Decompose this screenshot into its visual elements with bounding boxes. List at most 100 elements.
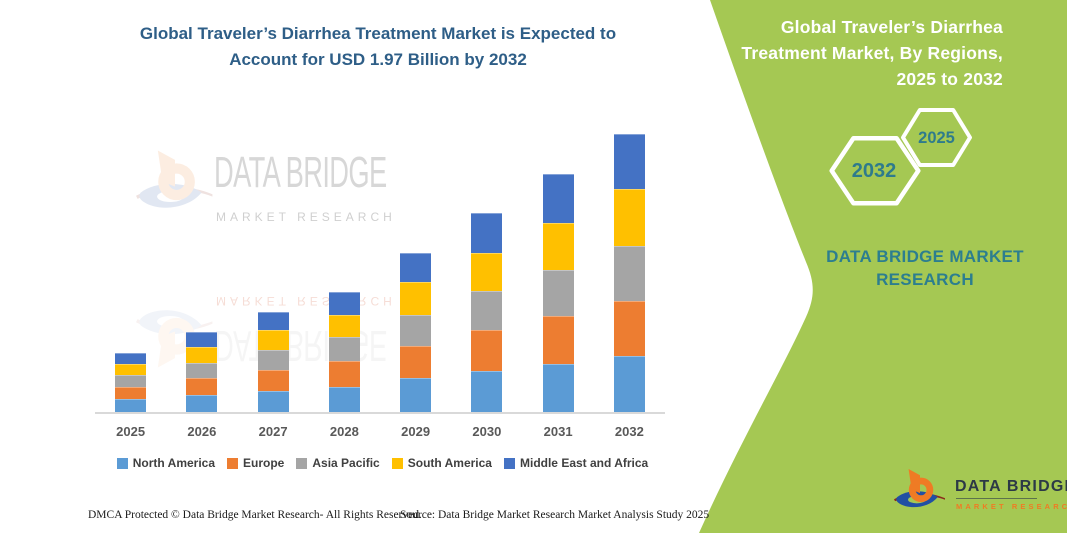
bar-slot-2025 xyxy=(95,130,166,412)
hexagon-2032-shape xyxy=(829,136,921,206)
bar-segment-north-america xyxy=(613,355,645,412)
bar-segment-europe xyxy=(115,386,147,400)
hexagon-graphic xyxy=(829,108,972,206)
x-axis-label-2030: 2030 xyxy=(472,424,502,439)
dbmr-logo-icon xyxy=(894,469,945,508)
bar-segment-south-america xyxy=(186,347,218,363)
bar-segment-europe xyxy=(471,330,503,372)
hexagon-2025-label: 2025 xyxy=(918,129,955,147)
legend-label-south-america: South America xyxy=(407,456,492,470)
panel-title-line3: 2025 to 2032 xyxy=(896,69,1003,89)
panel-brand-text: DATA BRIDGE MARKET RESEARCH xyxy=(826,247,1024,289)
legend-label-asia-pacific: Asia Pacific xyxy=(312,456,380,470)
bar-segment-asia-pacific xyxy=(542,269,574,317)
bar-slot-2032 xyxy=(594,130,665,412)
bar-segment-middle-east-and-africa xyxy=(115,352,147,365)
legend-item-middle-east-and-africa: Middle East and Africa xyxy=(503,456,649,470)
bar-segment-asia-pacific xyxy=(613,245,645,301)
plot-area xyxy=(95,130,665,414)
legend-item-asia-pacific: Asia Pacific xyxy=(296,456,380,470)
bar-segment-europe xyxy=(186,378,218,396)
legend-item-north-america: North America xyxy=(116,456,216,470)
panel-title: Global Traveler’s Diarrhea Treatment Mar… xyxy=(663,14,1003,92)
footer-logo-rule xyxy=(956,498,1037,499)
legend-label-north-america: North America xyxy=(132,456,216,470)
stacked-bar-2026 xyxy=(186,331,218,412)
bar-slot-2027 xyxy=(238,130,309,412)
bar-segment-europe xyxy=(400,345,432,379)
bar-segment-south-america xyxy=(613,189,645,246)
hexagon-2025-shape xyxy=(901,108,972,167)
bar-segment-europe xyxy=(613,300,645,356)
legend-swatch-middle-east-and-africa xyxy=(503,457,515,469)
chart-title: Global Traveler’s Diarrhea Treatment Mar… xyxy=(98,21,658,73)
bar-segment-asia-pacific xyxy=(115,375,147,387)
bar-segment-north-america xyxy=(257,390,289,412)
legend-item-europe: Europe xyxy=(227,456,284,470)
stacked-bar-2031 xyxy=(542,173,574,412)
x-axis-label-2026: 2026 xyxy=(187,424,217,439)
chart-title-line2: Account for USD 1.97 Billion by 2032 xyxy=(229,50,527,69)
stacked-bar-2032 xyxy=(613,134,645,412)
bar-segment-asia-pacific xyxy=(471,290,503,331)
bar-segment-middle-east-and-africa xyxy=(257,312,289,331)
bar-slot-2029 xyxy=(380,130,451,412)
panel-title-line2: Treatment Market, By Regions, xyxy=(741,43,1003,63)
legend-swatch-south-america xyxy=(391,457,403,469)
stacked-bar-2027 xyxy=(257,312,289,412)
legend: North America Europe Asia Pacific South Ame… xyxy=(95,456,670,470)
bar-segment-north-america xyxy=(328,386,360,412)
bar-segment-south-america xyxy=(471,252,503,291)
bar-segment-south-america xyxy=(328,314,360,338)
legend-swatch-asia-pacific xyxy=(296,457,308,469)
hexagon-2032-label: 2032 xyxy=(851,160,897,182)
bar-segment-middle-east-and-africa xyxy=(328,292,360,315)
bar-segment-europe xyxy=(257,369,289,391)
footer-logo-subtitle: MARKET RESEARCH xyxy=(956,502,1067,511)
bar-segment-middle-east-and-africa xyxy=(186,331,218,348)
bar-segment-north-america xyxy=(115,399,147,412)
footer-logo-title: DATA BRIDGE xyxy=(955,478,1067,495)
x-axis-label-2029: 2029 xyxy=(401,424,431,439)
bar-segment-middle-east-and-africa xyxy=(471,213,503,253)
legend-item-south-america: South America xyxy=(391,456,492,470)
bar-slot-2026 xyxy=(166,130,237,412)
bar-slot-2030 xyxy=(451,130,522,412)
bar-segment-north-america xyxy=(471,371,503,412)
stacked-bar-2029 xyxy=(400,252,432,412)
bar-segment-middle-east-and-africa xyxy=(400,252,432,283)
bar-segment-europe xyxy=(328,361,360,387)
bar-slot-2028 xyxy=(309,130,380,412)
legend-label-europe: Europe xyxy=(243,456,285,470)
bar-segment-south-america xyxy=(115,364,147,376)
bar-segment-north-america xyxy=(400,378,432,412)
bar-segment-south-america xyxy=(542,223,574,270)
footer-logo: DATA BRIDGE MARKET RESEARCH xyxy=(893,468,1067,523)
x-axis-label-2027: 2027 xyxy=(258,424,288,439)
x-axis-label-2032: 2032 xyxy=(614,424,644,439)
bar-segment-middle-east-and-africa xyxy=(542,173,574,224)
stacked-bar-2028 xyxy=(328,292,360,412)
x-axis-label-2028: 2028 xyxy=(329,424,359,439)
legend-swatch-europe xyxy=(227,457,239,469)
x-axis-label-2025: 2025 xyxy=(116,424,146,439)
chart-title-line1: Global Traveler’s Diarrhea Treatment Mar… xyxy=(139,24,617,43)
footer-source-text: Source: Data Bridge Market Research Mark… xyxy=(400,509,710,521)
legend-label-middle-east-and-africa: Middle East and Africa xyxy=(519,456,649,470)
panel-title-line1: Global Traveler’s Diarrhea xyxy=(780,17,1003,37)
stacked-bar-2030 xyxy=(471,213,503,412)
bar-segment-north-america xyxy=(186,395,218,412)
green-panel-path xyxy=(699,0,1067,533)
bar-segment-europe xyxy=(542,316,574,365)
stacked-bar-2025 xyxy=(115,352,147,412)
bar-segment-asia-pacific xyxy=(400,314,432,346)
bar-segment-asia-pacific xyxy=(328,337,360,362)
bar-segment-asia-pacific xyxy=(257,350,289,370)
bar-segment-south-america xyxy=(257,330,289,351)
bar-segment-north-america xyxy=(542,364,574,412)
x-axis-label-2031: 2031 xyxy=(543,424,573,439)
bar-slot-2031 xyxy=(523,130,594,412)
bar-segment-south-america xyxy=(400,282,432,315)
